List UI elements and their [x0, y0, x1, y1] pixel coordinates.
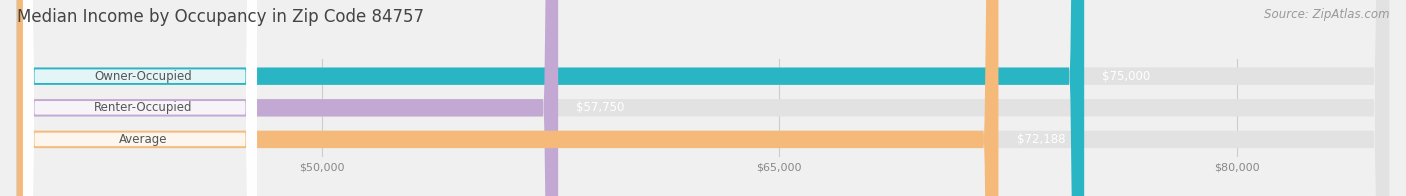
- FancyBboxPatch shape: [22, 0, 257, 196]
- Text: Renter-Occupied: Renter-Occupied: [94, 101, 193, 114]
- Text: Median Income by Occupancy in Zip Code 84757: Median Income by Occupancy in Zip Code 8…: [17, 8, 423, 26]
- FancyBboxPatch shape: [17, 0, 998, 196]
- Text: Owner-Occupied: Owner-Occupied: [94, 70, 191, 83]
- FancyBboxPatch shape: [17, 0, 1389, 196]
- FancyBboxPatch shape: [22, 0, 257, 196]
- Text: $75,000: $75,000: [1102, 70, 1150, 83]
- Text: $72,188: $72,188: [1017, 133, 1066, 146]
- FancyBboxPatch shape: [17, 0, 1084, 196]
- FancyBboxPatch shape: [22, 0, 257, 196]
- Text: Average: Average: [118, 133, 167, 146]
- FancyBboxPatch shape: [17, 0, 1389, 196]
- Text: Source: ZipAtlas.com: Source: ZipAtlas.com: [1264, 8, 1389, 21]
- Text: $57,750: $57,750: [576, 101, 624, 114]
- FancyBboxPatch shape: [17, 0, 1389, 196]
- FancyBboxPatch shape: [17, 0, 558, 196]
